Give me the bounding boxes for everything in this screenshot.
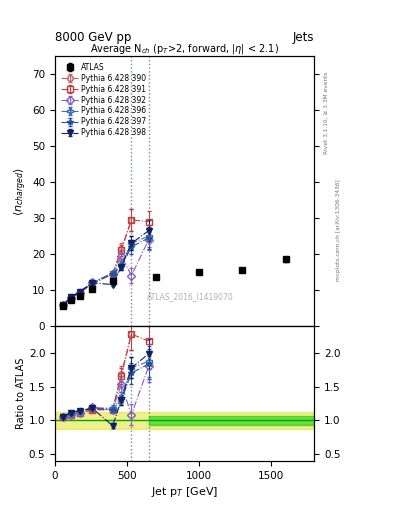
Title: Average N$_{ch}$ (p$_{T}$>2, forward, |$\eta$| < 2.1): Average N$_{ch}$ (p$_{T}$>2, forward, |$… <box>90 42 279 56</box>
Text: ATLAS_2016_I1419070: ATLAS_2016_I1419070 <box>147 292 233 301</box>
Text: mcplots.cern.ch [arXiv:1306.3436]: mcplots.cern.ch [arXiv:1306.3436] <box>336 180 341 281</box>
Text: Jets: Jets <box>293 31 314 44</box>
Text: Rivet 3.1.10, ≥ 3.3M events: Rivet 3.1.10, ≥ 3.3M events <box>324 71 329 154</box>
Bar <box>149 416 314 425</box>
Bar <box>55 412 314 429</box>
X-axis label: Jet p$_{T}$ [GeV]: Jet p$_{T}$ [GeV] <box>151 485 218 499</box>
Text: 8000 GeV pp: 8000 GeV pp <box>55 31 131 44</box>
Y-axis label: $\langle n_{charged} \rangle$: $\langle n_{charged} \rangle$ <box>13 167 29 216</box>
Legend: ATLAS, Pythia 6.428 390, Pythia 6.428 391, Pythia 6.428 392, Pythia 6.428 396, P: ATLAS, Pythia 6.428 390, Pythia 6.428 39… <box>61 63 147 137</box>
Y-axis label: Ratio to ATLAS: Ratio to ATLAS <box>16 358 26 429</box>
